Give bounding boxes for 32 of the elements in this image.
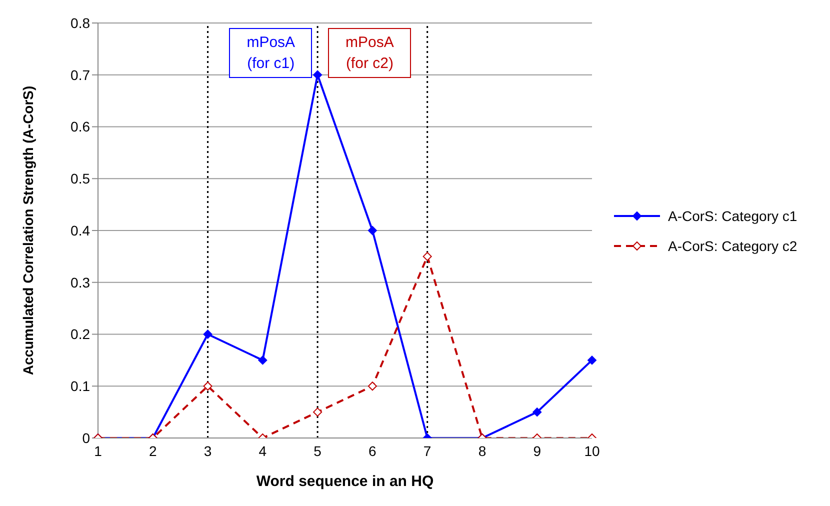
x-tick-label: 7 [423, 442, 432, 459]
y-axis-title: Accumulated Correlation Strength (A-CorS) [20, 86, 36, 376]
annotation: mPosA (for c2) [328, 28, 412, 78]
y-tick-label: 0.2 [70, 326, 90, 342]
y-tick-label: 0.3 [70, 274, 90, 290]
y-tick-label: 0.5 [70, 170, 90, 187]
x-tick-label: 8 [478, 442, 486, 459]
point [203, 382, 212, 391]
x-axis-title: Word sequence in an HQ [256, 473, 434, 490]
x-tick-label: 5 [314, 442, 322, 459]
legend-label: A-CorS: Category c1 [668, 208, 798, 224]
x-tick-label: 4 [258, 442, 267, 459]
x-tick-label: 6 [368, 442, 377, 459]
point [588, 356, 596, 365]
x-tick-label: 10 [584, 442, 600, 459]
legend-label: A-CorS: Category c2 [668, 238, 798, 254]
x-tick-label: 9 [533, 442, 542, 459]
point [368, 226, 377, 235]
y-tick-label: 0.6 [70, 118, 90, 135]
x-tick-label: 2 [148, 442, 157, 459]
x-tick-label: 1 [94, 442, 102, 459]
y-tick-label: 0.7 [70, 66, 90, 83]
annotation: mPosA (for c1) [229, 28, 312, 78]
point [368, 382, 377, 391]
point [203, 330, 212, 339]
y-tick-label: 0.4 [70, 222, 90, 238]
y-tick-label: 0 [82, 430, 90, 446]
y-tick-label: 0.8 [70, 14, 90, 31]
point [258, 356, 268, 365]
point [422, 252, 432, 261]
x-tick-label: 3 [204, 442, 212, 459]
y-tick-label: 0.1 [70, 378, 90, 394]
